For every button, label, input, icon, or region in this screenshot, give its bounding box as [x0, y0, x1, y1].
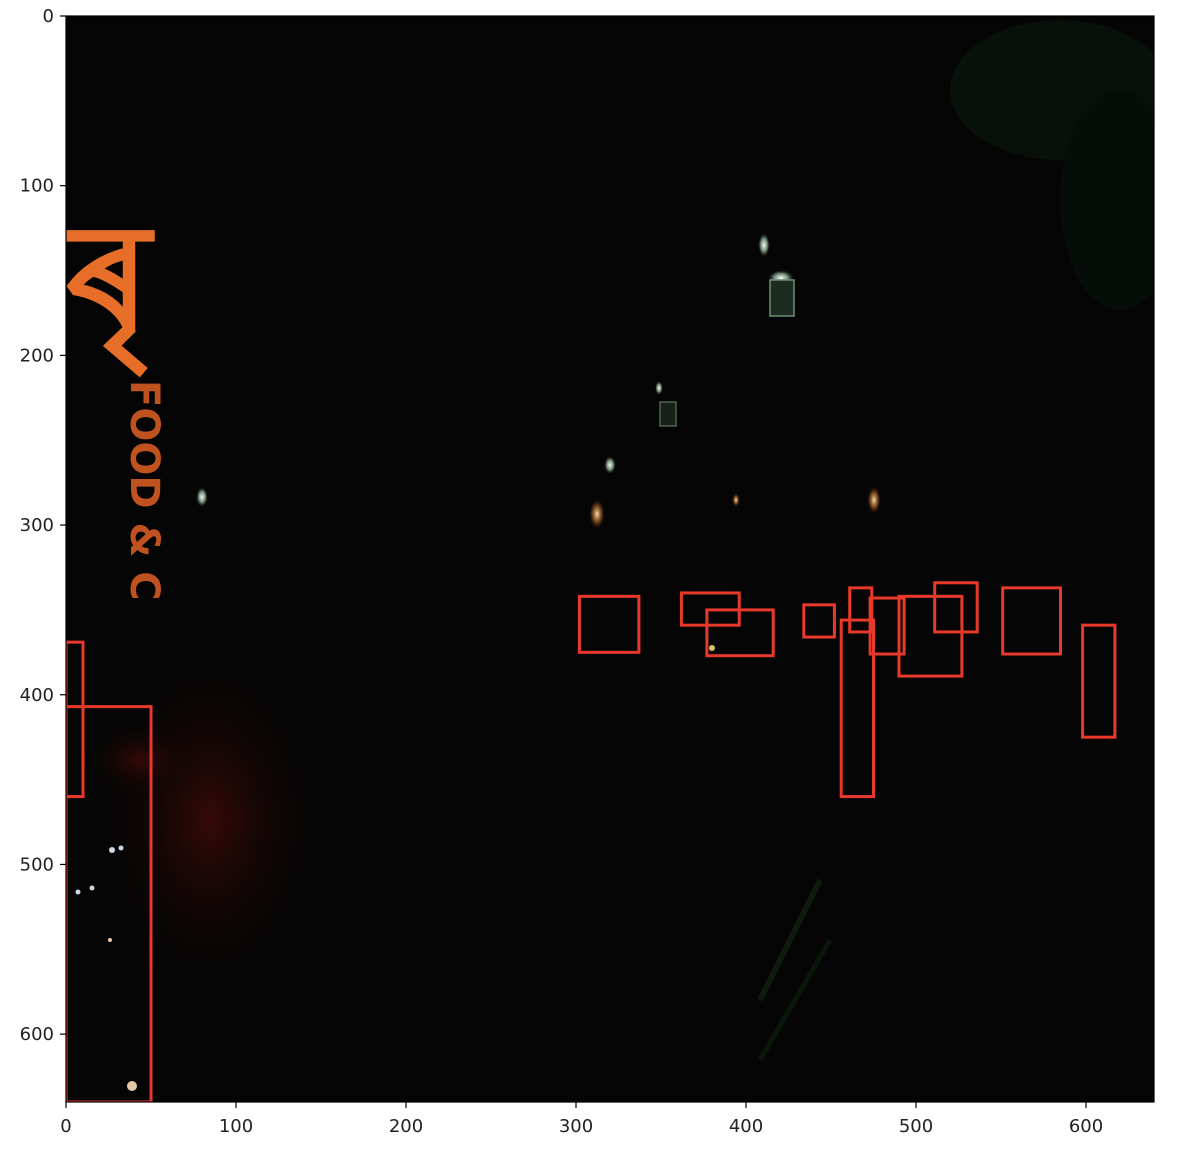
lamp-warm: [589, 499, 605, 529]
bounding-box: [705, 608, 775, 658]
lamp-warm: [867, 486, 881, 514]
bounding-box: [66, 640, 85, 799]
faint-light: [89, 885, 95, 891]
y-tick-label: 200: [20, 345, 54, 366]
lamp-white: [758, 233, 770, 257]
bounding-box: [848, 586, 874, 634]
lamp-white: [604, 456, 616, 474]
axes-frame: [65, 15, 1155, 1103]
lamp-warm: [732, 493, 740, 507]
bounding-box: [66, 705, 153, 1102]
red-glow: [90, 640, 330, 1000]
faint-light: [709, 645, 715, 651]
red-glow-2: [80, 720, 200, 800]
x-tick-label: 500: [899, 1116, 933, 1137]
y-tick-label: 100: [20, 176, 54, 197]
y-tick-label: 600: [20, 1024, 54, 1045]
road-line: [757, 878, 823, 1002]
sign-text-top: ৰৃ: [61, 192, 155, 378]
bounding-box: [577, 594, 641, 654]
y-tick-label: 400: [20, 685, 54, 706]
faint-light: [75, 889, 81, 895]
lamp-white-glass: [659, 401, 677, 427]
bounding-boxes: [66, 581, 1117, 1102]
bounding-box: [802, 603, 836, 639]
sign-text-bottom: FOOD & C: [121, 380, 167, 601]
bounding-box: [839, 618, 876, 799]
bounding-box: [1001, 586, 1063, 656]
y-tick-label: 500: [20, 854, 54, 875]
x-tick-label: 400: [729, 1116, 763, 1137]
y-axis: 0 100 200 300 400 500 600: [20, 6, 66, 1045]
y-tick-label: 300: [20, 515, 54, 536]
y-tick-label: 0: [43, 6, 54, 27]
photo: ৰৃ FOOD & C: [61, 16, 1154, 1102]
x-tick-label: 0: [60, 1116, 71, 1137]
bounding-box: [897, 594, 964, 678]
bounding-box: [1081, 623, 1117, 739]
lamp-white: [655, 381, 663, 395]
x-axis: 0 100 200 300 400 500 600: [60, 1102, 1103, 1137]
lamp-white-glass: [769, 279, 795, 317]
x-tick-label: 100: [219, 1116, 253, 1137]
x-tick-label: 600: [1069, 1116, 1103, 1137]
neon-sign: ৰৃ FOOD & C: [61, 192, 167, 601]
road-line-2: [757, 938, 833, 1062]
foliage-shadow-2: [1060, 90, 1154, 310]
bounding-box: [868, 596, 906, 656]
faint-light: [118, 845, 124, 851]
faint-light: [109, 847, 115, 853]
x-tick-label: 300: [559, 1116, 593, 1137]
faint-light: [108, 938, 112, 942]
x-tick-label: 200: [389, 1116, 423, 1137]
lamp-white: [196, 487, 208, 507]
bounding-box: [933, 581, 979, 634]
faint-light: [127, 1081, 137, 1091]
